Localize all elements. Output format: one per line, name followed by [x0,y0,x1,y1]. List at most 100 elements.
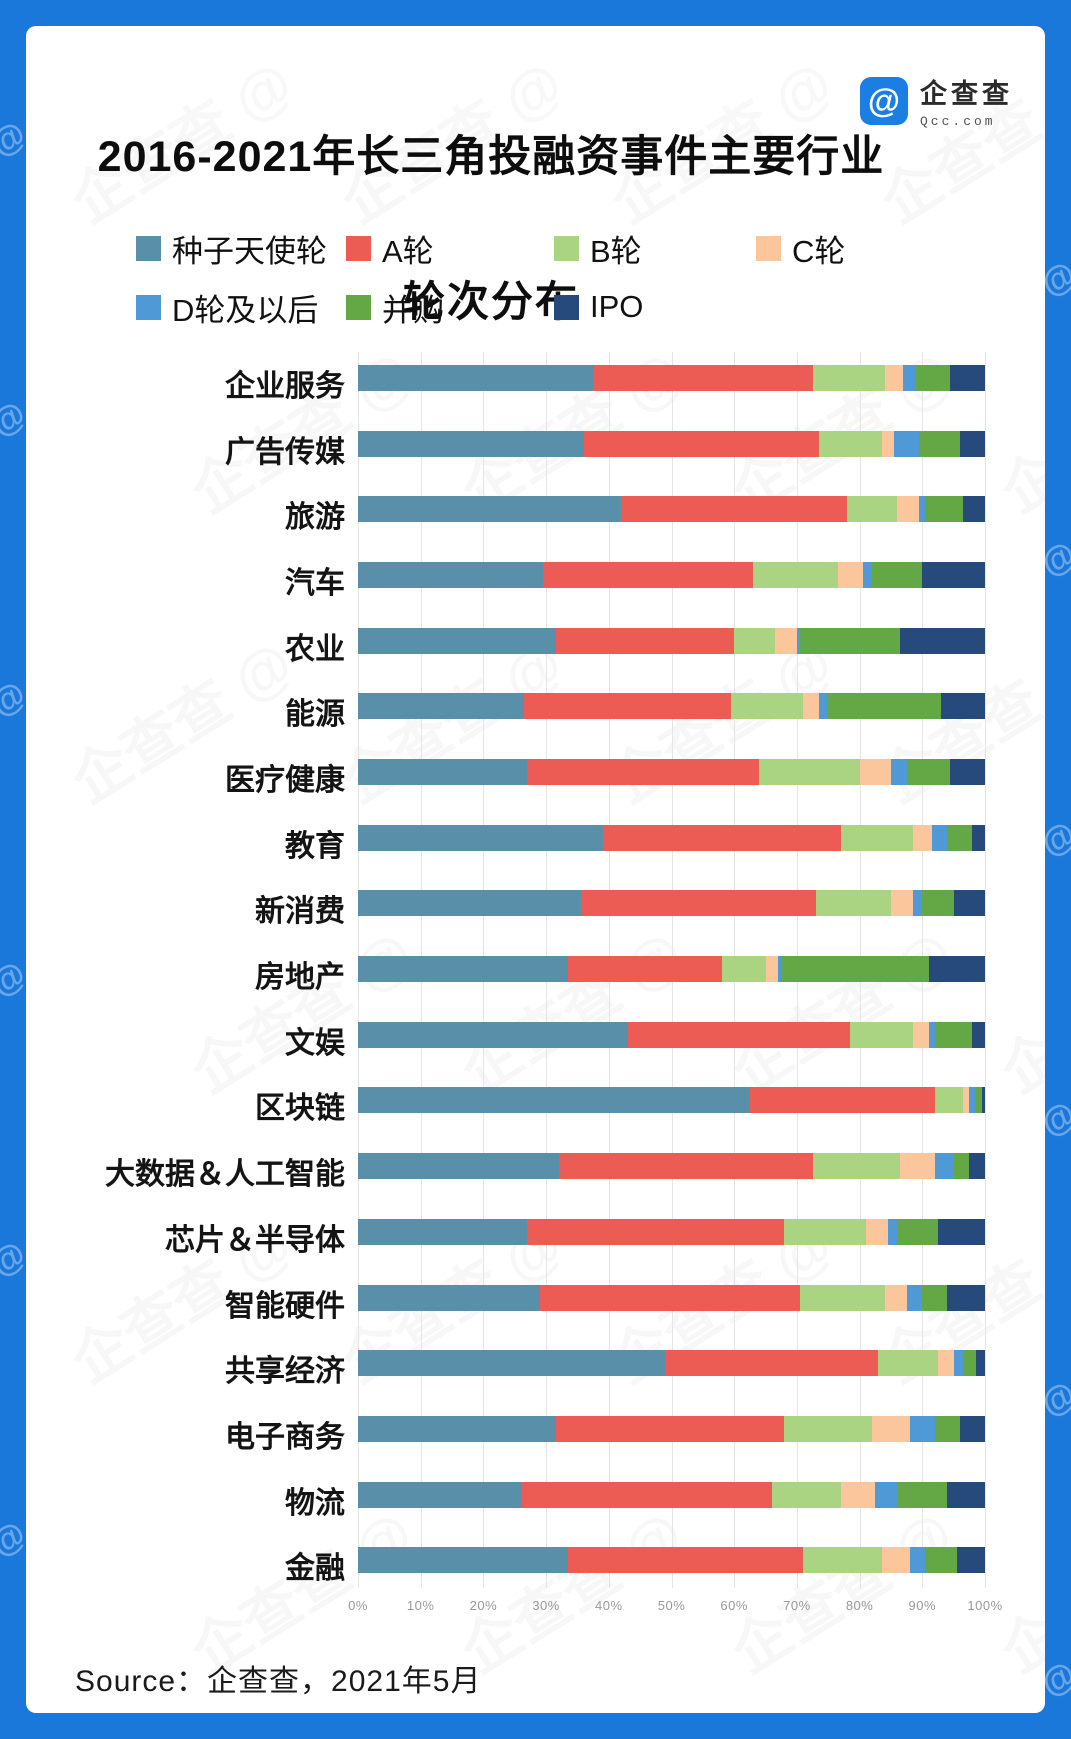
bar-segment [358,693,525,720]
bar-row [358,1284,985,1311]
bar-segment [915,365,951,391]
axis-tick-label: 20% [469,1598,498,1613]
bar-segment [881,430,895,457]
bar-segment [358,1021,628,1048]
bar-segment [872,1415,910,1442]
card-content: 2016-2021年长三角投融资事件主要行业 轮次分布 @ 企查查 Qcc.co… [26,26,1045,1713]
bar-segment [925,1547,957,1574]
bar-row [358,1021,985,1048]
bar-row [358,1350,985,1377]
bar-segment [887,1218,898,1245]
bar-segment [947,1284,985,1311]
bar-segment [778,956,782,983]
bar-segment [828,693,942,720]
stacked-bar-chart: 企业服务 广告传媒 旅游 汽车 农业 能源 医疗健康 教育 新消费 房地产 文娱 区块链 大数据＆人工智… [26,352,1045,1642]
bar-segment [872,562,923,589]
bar-segment [981,1087,985,1114]
category-label: 金融 [285,1552,345,1586]
bar-segment [897,1481,948,1508]
bar-segment [884,365,904,391]
bar-segment [749,1087,935,1114]
bar-row [358,1153,985,1180]
bar-segment [922,562,985,589]
bar-segment [850,1021,913,1048]
bar-segment [627,1021,851,1048]
bar-segment [963,1350,976,1377]
chart-card: 企查查 @企查查 @企查查 @企查查 @企查查 @企查查 @企查查 @企查查 @… [26,26,1045,1713]
bar-segment [959,1415,985,1442]
bar-segment [919,430,960,457]
legend-item: B轮 [554,232,642,269]
bar-segment [539,1284,801,1311]
bar-segment [721,956,766,983]
legend-swatch [756,235,781,261]
bar-segment [922,890,954,917]
bar-segment [862,562,873,589]
bar-segment [568,956,722,983]
legend-label: C轮 [792,233,846,269]
category-label: 汽车 [285,567,345,601]
bar-segment [784,1415,873,1442]
bar-segment [840,1481,876,1508]
bar-segment [358,890,581,917]
category-label: 大数据＆人工智能 [105,1158,345,1192]
bar-segment [928,956,985,983]
bar-segment [771,1481,841,1508]
bar-segment [840,824,913,851]
bar-segment [358,627,556,654]
bar-segment [875,1481,898,1508]
bar-segment [969,1087,976,1114]
bar-segment [909,1547,926,1574]
bar-segment [752,562,838,589]
bar-segment [959,430,985,457]
bar-segment [953,1350,964,1377]
legend-label: D轮及以后 [172,292,319,328]
qcc-logo: @ 企查查 Qcc.com [860,72,1013,129]
bar-segment [953,890,985,917]
bar-row [358,562,985,589]
bar-segment [803,1547,882,1574]
category-label: 企业服务 [225,370,345,403]
bar-segment [897,496,920,523]
bar-row [358,956,985,983]
bar-segment [812,1153,901,1180]
bar-segment [934,1415,960,1442]
bar-segment [358,1415,556,1442]
legend-swatch [554,235,579,261]
bar-segment [665,1350,879,1377]
bar-segment [555,627,735,654]
bar-segment [906,1284,923,1311]
bar-segment [884,1284,907,1311]
category-label: 旅游 [285,501,345,535]
bar-segment [934,1087,964,1114]
legend-label: 种子天使轮 [172,233,327,269]
bar-segment [865,1218,888,1245]
source-note: Source：企查查，2021年5月 [75,1665,482,1698]
bar-segment [358,759,528,786]
bar-row [358,496,985,523]
bar-segment [818,693,829,720]
legend-label: 并购 [382,292,444,328]
legend-swatch [554,294,579,320]
category-label: 智能硬件 [225,1289,345,1323]
bar-row [358,1547,985,1574]
legend-item: IPO [554,289,643,324]
bar-segment [947,824,973,851]
bar-segment [527,1218,785,1245]
bar-segment [928,1021,935,1048]
bar-segment [358,1153,559,1180]
legend-item: 种子天使轮 [136,232,327,269]
bar-segment [922,1284,948,1311]
bar-segment [521,1481,772,1508]
axis-tick-label: 100% [967,1598,1003,1613]
bar-segment [812,365,885,391]
bar-segment [931,824,948,851]
bar-segment [358,496,622,523]
bar-segment [859,759,891,786]
bar-row [358,759,985,786]
axis-tick-label: 50% [657,1598,686,1613]
legend-swatch [346,235,371,261]
legend-item: D轮及以后 [136,291,318,328]
bar-segment [358,1087,750,1114]
category-label: 能源 [285,698,345,732]
